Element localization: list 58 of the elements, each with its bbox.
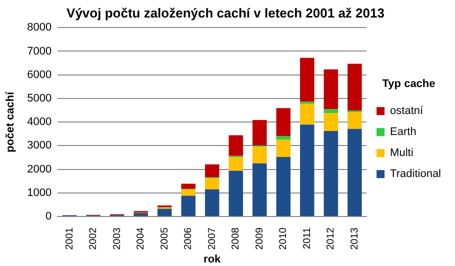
y-tick-label: 8000 bbox=[27, 22, 52, 34]
bar bbox=[324, 69, 338, 110]
x-tick-label: 2010 bbox=[278, 227, 290, 250]
bar bbox=[348, 112, 362, 129]
bar bbox=[204, 178, 220, 190]
bar bbox=[228, 170, 243, 216]
legend-label: Earth bbox=[390, 126, 416, 138]
bar bbox=[204, 189, 220, 216]
bar bbox=[300, 124, 314, 216]
x-tick-label: 2013 bbox=[349, 227, 360, 250]
bar bbox=[228, 135, 243, 156]
x-tick-label: 2007 bbox=[206, 227, 218, 250]
x-tick-label: 2005 bbox=[159, 227, 170, 250]
bar bbox=[157, 208, 172, 216]
y-tick-label: 1000 bbox=[27, 186, 52, 199]
bar bbox=[228, 157, 243, 171]
y-tick-label: 6000 bbox=[27, 68, 52, 81]
y-axis-title: počet cachí bbox=[4, 90, 17, 152]
x-tick-label: 2009 bbox=[254, 227, 266, 250]
bar bbox=[300, 104, 314, 125]
x-axis-title: rok bbox=[204, 253, 222, 266]
bar bbox=[181, 196, 196, 216]
bar bbox=[276, 136, 291, 140]
bar bbox=[181, 189, 196, 196]
chart-title: Vývoj počtu založených cachí v letech 2001 až 2013 bbox=[66, 5, 384, 20]
x-tick-label: 2004 bbox=[136, 227, 147, 250]
bar bbox=[134, 213, 148, 216]
bar bbox=[204, 164, 220, 178]
legend-label: Multi bbox=[390, 147, 414, 160]
bar bbox=[252, 163, 267, 216]
bar bbox=[276, 157, 291, 216]
x-tick-label: 2001 bbox=[64, 227, 76, 250]
y-tick-label: 3000 bbox=[27, 140, 52, 152]
bar bbox=[324, 131, 338, 216]
y-tick-label: 0 bbox=[46, 210, 52, 223]
bar bbox=[252, 146, 267, 164]
bar bbox=[348, 128, 362, 216]
bar bbox=[252, 120, 267, 146]
bar bbox=[324, 113, 338, 132]
bar bbox=[300, 58, 314, 102]
bar bbox=[348, 64, 362, 111]
y-tick-label: 5000 bbox=[27, 92, 52, 104]
bar bbox=[324, 109, 338, 114]
x-tick-label: 2002 bbox=[88, 227, 100, 250]
bar bbox=[181, 184, 196, 189]
y-tick-label: 2000 bbox=[27, 163, 52, 176]
legend-title: Typ cache bbox=[382, 78, 436, 90]
legend-label: Traditional bbox=[390, 168, 442, 180]
x-tick-label: 2008 bbox=[230, 227, 242, 250]
x-tick-label: 2012 bbox=[326, 227, 337, 250]
legend-label: ostatní bbox=[390, 105, 424, 118]
bar bbox=[276, 140, 291, 158]
bar bbox=[276, 108, 291, 136]
x-tick-label: 2011 bbox=[302, 227, 313, 250]
y-tick-label: 7000 bbox=[27, 45, 52, 58]
y-tick-label: 4000 bbox=[27, 116, 52, 128]
x-tick-label: 2003 bbox=[112, 227, 123, 250]
x-tick-label: 2006 bbox=[183, 227, 194, 250]
